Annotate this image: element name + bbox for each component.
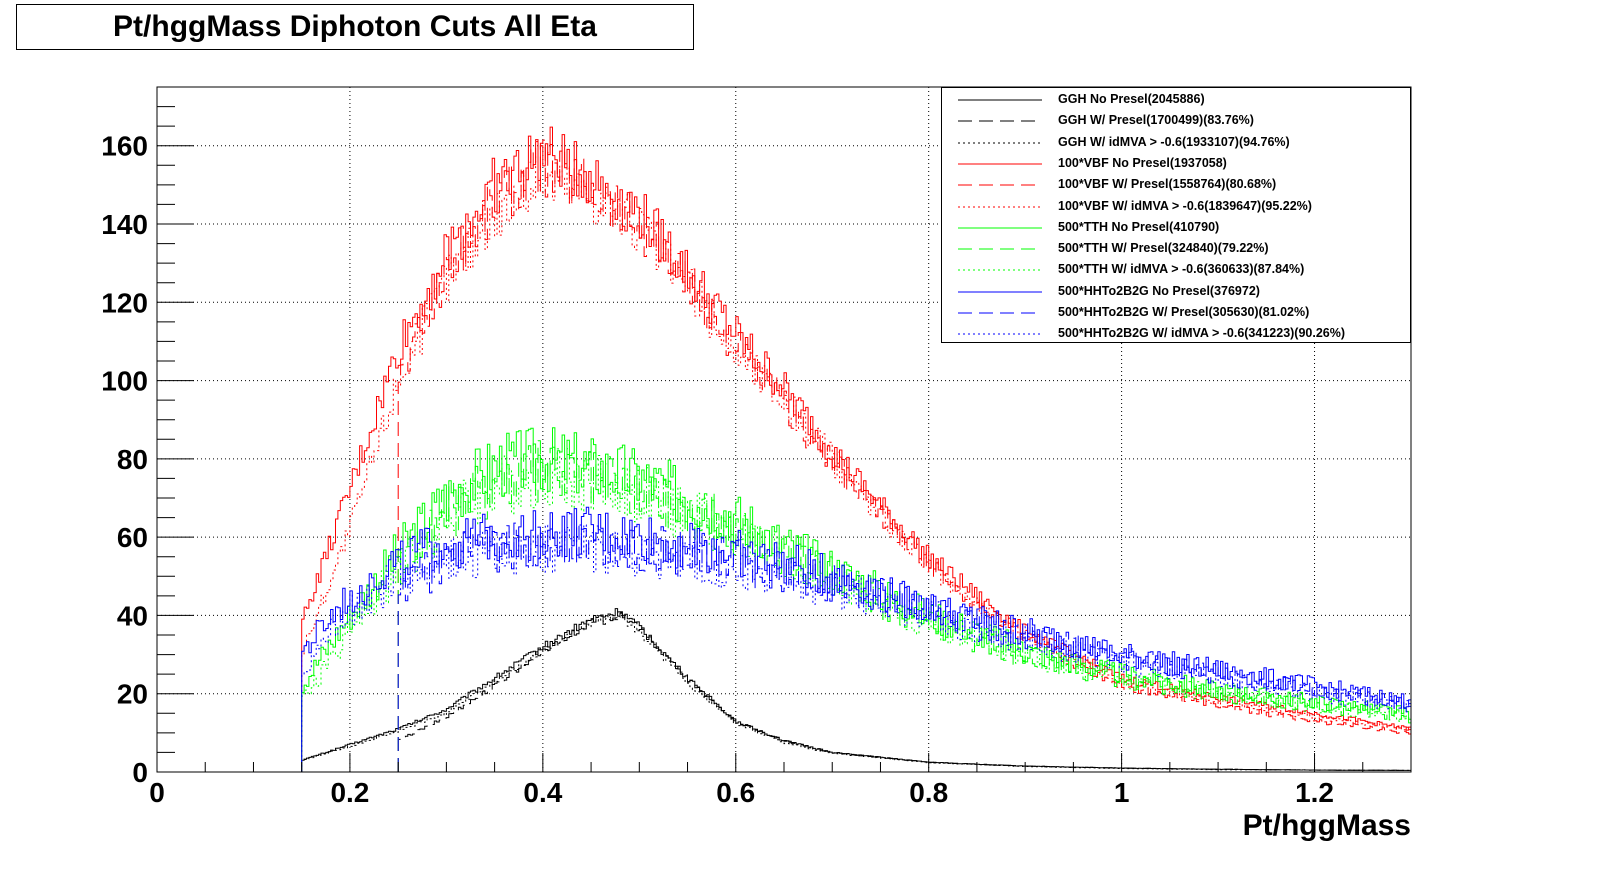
series-line-5: [301, 155, 1411, 772]
x-tick-label: 1.2: [1295, 777, 1334, 808]
legend-label: 500*TTH W/ Presel(324840)(79.22%): [1058, 241, 1269, 256]
x-tick-label: 0.6: [716, 777, 755, 808]
x-tick-label: 0.2: [330, 777, 369, 808]
legend-swatch: [958, 333, 1042, 335]
legend-entry: 100*VBF W/ Presel(1558764)(80.68%): [942, 175, 1410, 196]
y-tick-label: 40: [117, 600, 148, 631]
legend-entry: 500*TTH W/ idMVA > -0.6(360633)(87.84%): [942, 260, 1410, 281]
plot-series: [301, 126, 1411, 772]
legend-swatch: [958, 291, 1042, 293]
legend-entry: 500*HHTo2B2G W/ Presel(305630)(81.02%): [942, 303, 1410, 324]
legend-swatch: [958, 163, 1042, 165]
legend-swatch: [958, 142, 1042, 144]
series-line-2: [301, 612, 1411, 772]
series-line-8: [301, 448, 1411, 772]
legend-swatch: [958, 269, 1042, 271]
legend-entry: 500*HHTo2B2G No Presel(376972): [942, 282, 1410, 303]
series-line-7: [397, 440, 1411, 772]
legend-label: 100*VBF W/ Presel(1558764)(80.68%): [1058, 177, 1277, 192]
y-tick-label: 140: [101, 209, 148, 240]
legend-label: 500*TTH No Presel(410790): [1058, 219, 1220, 234]
x-tick-label: 1: [1114, 777, 1130, 808]
series-line-10: [397, 522, 1411, 772]
legend-label: 500*HHTo2B2G W/ Presel(305630)(81.02%): [1058, 305, 1310, 319]
legend-entry: GGH W/ idMVA > -0.6(1933107)(94.76%): [942, 133, 1410, 154]
legend-swatch: [958, 248, 1042, 250]
x-tick-label: 0.8: [909, 777, 948, 808]
series-line-6: [301, 427, 1411, 772]
legend-entry: 100*VBF No Presel(1937058): [942, 154, 1410, 175]
legend-entry: 500*TTH No Presel(410790): [942, 218, 1410, 239]
series-line-4: [397, 139, 1411, 772]
legend-label: 500*TTH W/ idMVA > -0.6(360633)(87.84%): [1058, 262, 1305, 277]
legend-swatch: [958, 120, 1042, 122]
y-tick-label: 80: [117, 444, 148, 475]
axis-tick-labels: 0 0.2 0.4 0.6 0.8 1 1.2 0 20 40 60 80 100 120 140 160: [101, 131, 1334, 808]
legend-entry: GGH No Presel(2045886): [942, 90, 1410, 111]
y-tick-label: 120: [101, 287, 148, 318]
y-tick-label: 20: [117, 679, 148, 710]
legend-label: GGH W/ idMVA > -0.6(1933107)(94.76%): [1058, 134, 1290, 149]
legend-entry: 100*VBF W/ idMVA > -0.6(1839647)(95.22%): [942, 197, 1410, 218]
legend-entry: GGH W/ Presel(1700499)(83.76%): [942, 111, 1410, 132]
legend-swatch: [958, 99, 1042, 101]
legend-swatch: [958, 312, 1042, 314]
y-tick-label: 60: [117, 522, 148, 553]
legend-label: GGH W/ Presel(1700499)(83.76%): [1058, 113, 1254, 128]
chart-title-box: Pt/hggMass Diphoton Cuts All Eta: [16, 4, 694, 50]
legend-label: 500*HHTo2B2G No Presel(376972): [1058, 283, 1260, 298]
legend-label: 100*VBF No Presel(1937058): [1058, 155, 1227, 170]
legend-label: 500*HHTo2B2G W/ idMVA > -0.6(341223)(90.…: [1058, 326, 1346, 341]
legend-swatch: [958, 206, 1042, 207]
axis-ticks: [156, 86, 1412, 773]
x-axis-label: Pt/hggMass: [1243, 809, 1411, 842]
series-line-11: [301, 524, 1411, 772]
legend-entry: 500*TTH W/ Presel(324840)(79.22%): [942, 239, 1410, 260]
series-line-9: [301, 506, 1411, 772]
y-tick-label: 160: [101, 131, 148, 162]
legend: GGH No Presel(2045886) GGH W/ Presel(1700…: [941, 87, 1411, 343]
legend-swatch: [958, 227, 1042, 229]
legend-swatch: [958, 184, 1042, 186]
legend-label: 100*VBF W/ idMVA > -0.6(1839647)(95.22%): [1058, 198, 1312, 213]
legend-label: GGH No Presel(2045886): [1058, 92, 1205, 106]
x-tick-label: 0: [149, 777, 165, 808]
x-tick-label: 0.4: [523, 777, 562, 808]
legend-entry: 500*HHTo2B2G W/ idMVA > -0.6(341223)(90.…: [942, 324, 1410, 345]
chart-title: Pt/hggMass Diphoton Cuts All Eta: [113, 10, 597, 43]
y-tick-label: 100: [101, 366, 148, 397]
y-tick-label: 0: [132, 757, 148, 788]
